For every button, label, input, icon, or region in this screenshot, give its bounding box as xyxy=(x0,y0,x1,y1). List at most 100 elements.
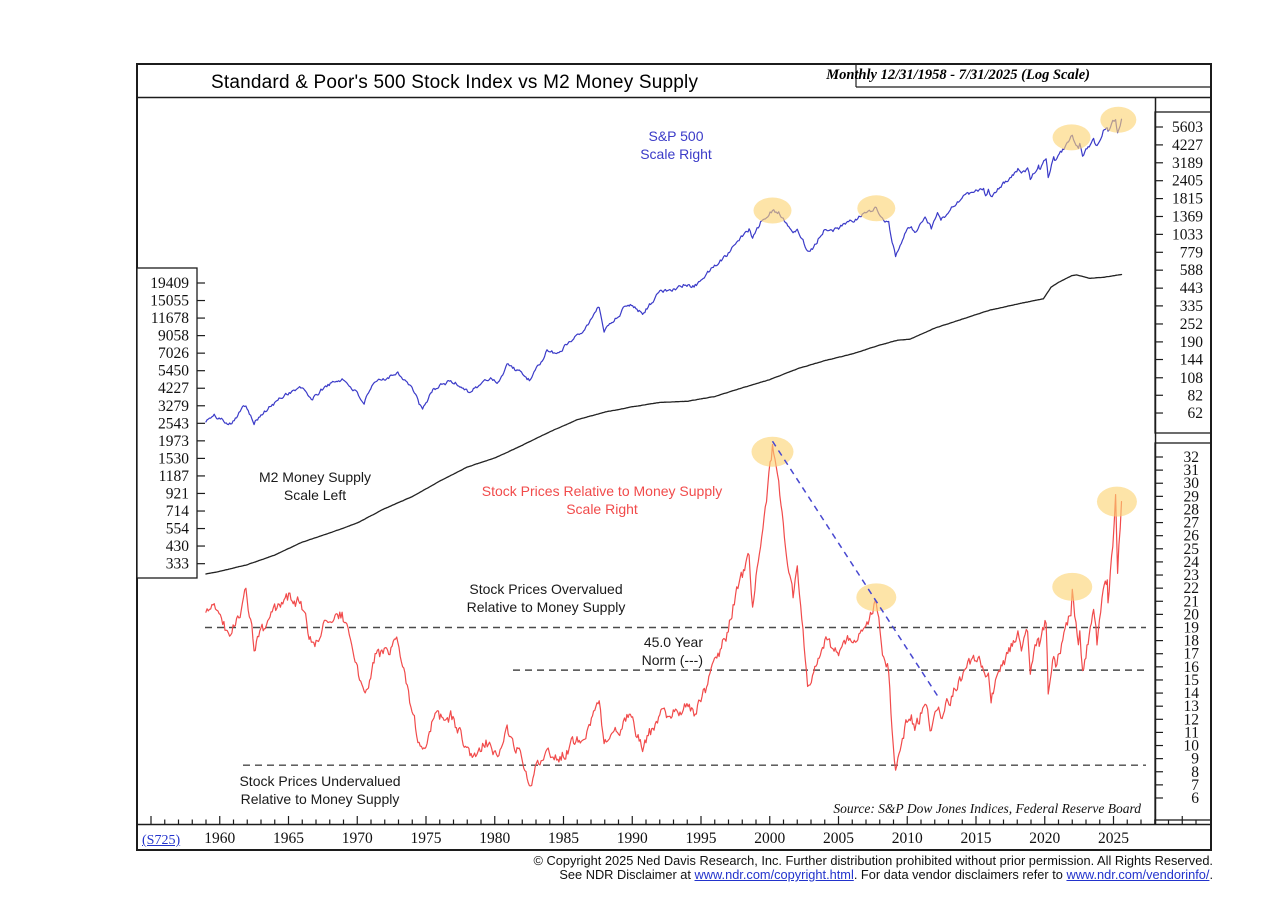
highlight-ellipse xyxy=(1100,106,1137,133)
undervalued-label-line1: Stock Prices Undervalued xyxy=(239,773,401,789)
scale-tick-label: 20 xyxy=(1184,606,1200,623)
highlight-ellipse xyxy=(753,197,792,224)
scale-tick-label: 4227 xyxy=(1172,137,1203,154)
sp500-series-label-line1: S&P 500 xyxy=(648,128,704,144)
scale-tick-label: 554 xyxy=(166,521,190,538)
sp500-series-label-line2: Scale Right xyxy=(640,146,712,163)
year-label: 1970 xyxy=(342,830,373,847)
scale-tick-label: 10 xyxy=(1184,738,1200,755)
scale-tick-label: 14 xyxy=(1184,685,1200,702)
norm-label-line1: 45.0 Year xyxy=(643,634,703,650)
undervalued-label: Stock Prices Undervalued Relative to Mon… xyxy=(239,772,400,809)
scale-tick-label: 13 xyxy=(1184,698,1200,715)
overvalued-label-line2: Relative to Money Supply xyxy=(466,599,626,616)
scale-tick-label: 11 xyxy=(1184,724,1199,741)
highlight-ellipse xyxy=(1052,572,1093,601)
m2-line xyxy=(205,273,1123,575)
scale-tick-label: 2543 xyxy=(158,415,189,432)
scale-tick-label: 430 xyxy=(166,538,190,555)
scale-tick-label: 23 xyxy=(1184,567,1200,584)
copyright-line2-prefix: See NDR Disclaimer at xyxy=(559,867,695,883)
year-label: 1985 xyxy=(548,830,579,847)
year-label: 2010 xyxy=(892,830,923,847)
sp500-line xyxy=(205,118,1123,426)
scale-tick-label: 3189 xyxy=(1172,155,1203,172)
scale-tick-label: 32 xyxy=(1184,449,1200,466)
scale-tick-label: 190 xyxy=(1180,334,1204,351)
norm-label: 45.0 Year Norm (---) xyxy=(642,633,703,670)
scale-tick-label: 1973 xyxy=(158,433,189,450)
scale-tick-label: 5603 xyxy=(1172,119,1203,136)
highlight-ellipse xyxy=(1096,486,1137,517)
scale-tick-label: 588 xyxy=(1180,262,1204,279)
scale-tick-label: 108 xyxy=(1180,370,1204,387)
highlight-ellipse xyxy=(1052,124,1091,151)
scale-tick-label: 27 xyxy=(1184,515,1200,532)
trend-dashed-line xyxy=(771,440,941,700)
highlight-ellipse xyxy=(751,436,794,467)
scale-tick-label: 714 xyxy=(166,503,190,520)
chart-title: Standard & Poor's 500 Stock Index vs M2 … xyxy=(211,72,699,93)
copyright-line1: © Copyright 2025 Ned Davis Research, Inc… xyxy=(533,853,1213,868)
ratio-series-label-line2: Scale Right xyxy=(566,501,638,518)
ratio-series-label-line1: Stock Prices Relative to Money Supply xyxy=(481,483,723,499)
scale-tick-label: 779 xyxy=(1180,244,1204,261)
scale-tick-label: 25 xyxy=(1184,541,1200,558)
scale-tick-label: 19409 xyxy=(150,275,189,292)
left-scale-box xyxy=(136,267,198,579)
copyright-link[interactable]: www.ndr.com/copyright.html xyxy=(694,867,854,883)
scale-tick-label: 1187 xyxy=(159,468,190,485)
ratio-series-label: Stock Prices Relative to Money Supply Sc… xyxy=(482,482,722,519)
scale-tick-label: 9 xyxy=(1191,751,1199,768)
scale-tick-label: 144 xyxy=(1180,352,1204,369)
outer-frame xyxy=(136,63,1212,851)
copyright-line2: See NDR Disclaimer at www.ndr.com/copyri… xyxy=(534,868,1213,882)
year-label: 2000 xyxy=(754,830,785,847)
vendorinfo-link[interactable]: www.ndr.com/vendorinfo/ xyxy=(1066,867,1210,883)
scale-tick-label: 443 xyxy=(1180,280,1204,297)
scale-tick-label: 921 xyxy=(166,485,189,502)
year-label: 2015 xyxy=(961,830,992,847)
scale-tick-label: 1033 xyxy=(1172,226,1203,243)
scale-tick-label: 252 xyxy=(1180,316,1203,333)
m2-series-label: M2 Money Supply Scale Left xyxy=(259,468,371,505)
scale-tick-label: 335 xyxy=(1180,298,1204,315)
year-label: 1990 xyxy=(617,830,648,847)
highlight-ellipse xyxy=(856,583,897,612)
scale-tick-label: 24 xyxy=(1184,554,1200,571)
scale-tick-label: 29 xyxy=(1184,488,1200,505)
scale-tick-label: 62 xyxy=(1188,405,1204,422)
scale-tick-label: 333 xyxy=(166,556,190,573)
scale-tick-label: 12 xyxy=(1184,711,1200,728)
chart-id-link[interactable]: (S725) xyxy=(142,833,181,848)
year-label: 1980 xyxy=(479,830,510,847)
scale-tick-label: 22 xyxy=(1184,580,1200,597)
year-label: 2025 xyxy=(1098,830,1129,847)
chart-period-label: Monthly 12/31/1958 - 7/31/2025 (Log Scal… xyxy=(826,67,1090,83)
m2-series-label-line2: Scale Left xyxy=(283,487,347,504)
scale-tick-label: 1815 xyxy=(1172,191,1203,208)
scale-tick-label: 18 xyxy=(1184,633,1200,650)
copyright-line2-suffix: . xyxy=(1209,867,1213,883)
scale-tick-label: 31 xyxy=(1184,462,1200,479)
scale-tick-label: 28 xyxy=(1184,501,1200,518)
scale-tick-label: 6 xyxy=(1191,790,1199,807)
scale-tick-label: 9058 xyxy=(158,328,189,345)
scale-tick-label: 5450 xyxy=(158,363,189,380)
scale-tick-label: 15 xyxy=(1184,672,1200,689)
highlight-ellipse xyxy=(857,195,896,222)
year-label: 2020 xyxy=(1029,830,1060,847)
scale-tick-label: 30 xyxy=(1184,475,1200,492)
m2-series-label-line1: M2 Money Supply xyxy=(258,469,372,485)
year-label: 1965 xyxy=(273,830,304,847)
year-label: 2005 xyxy=(823,830,854,847)
scale-tick-label: 1530 xyxy=(158,450,189,467)
year-label: 1995 xyxy=(686,830,717,847)
overvalued-label: Stock Prices Overvalued Relative to Mone… xyxy=(467,580,626,617)
scale-tick-label: 11678 xyxy=(151,310,189,327)
scale-tick-label: 7 xyxy=(1191,777,1199,794)
right-upper-scale-box xyxy=(1154,111,1212,434)
norm-label-line2: Norm (---) xyxy=(641,652,703,669)
scale-tick-label: 16 xyxy=(1184,659,1200,676)
scale-tick-label: 3279 xyxy=(158,398,189,415)
